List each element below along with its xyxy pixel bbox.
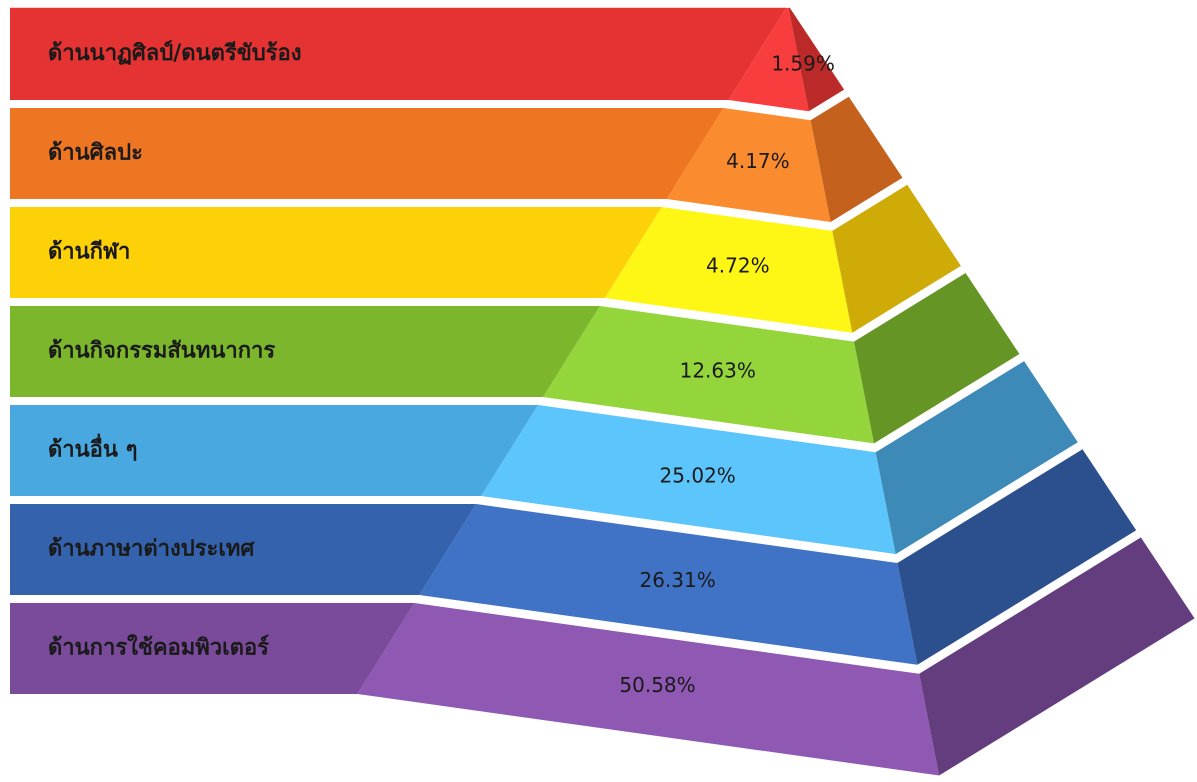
layer-side xyxy=(788,7,845,112)
value-label: 4.17% xyxy=(726,149,790,173)
category-label: ด้านการใช้คอมพิวเตอร์ xyxy=(48,634,269,661)
layer-face xyxy=(604,207,853,333)
banner xyxy=(10,405,539,496)
banner xyxy=(10,603,415,694)
value-label: 25.02% xyxy=(660,463,736,487)
layer-face xyxy=(419,504,918,665)
layer-face xyxy=(728,7,809,112)
layer-face xyxy=(543,306,874,444)
layer-face xyxy=(666,108,831,222)
layer-side xyxy=(875,361,1078,555)
banner xyxy=(10,108,724,199)
layer-side xyxy=(854,273,1020,444)
layer-face xyxy=(481,405,896,555)
value-label: 4.72% xyxy=(706,254,770,278)
category-label: ด้านนาฏศิลป์/ดนตรีขับร้อง xyxy=(48,40,302,66)
value-label: 50.58% xyxy=(619,673,695,697)
layer-side xyxy=(810,96,903,222)
value-label: 1.59% xyxy=(771,51,835,75)
banner xyxy=(10,504,477,595)
value-label: 26.31% xyxy=(639,568,715,592)
banner xyxy=(10,207,662,298)
category-label: ด้านภาษาต่างประเทศ xyxy=(48,537,255,562)
category-label: ด้านกิจกรรมสันทนาการ xyxy=(48,339,275,364)
value-label: 12.63% xyxy=(680,359,756,383)
layer-side xyxy=(832,184,961,333)
banner xyxy=(10,306,600,397)
layer-side xyxy=(897,449,1137,665)
category-label: ด้านกีฬา xyxy=(48,240,130,265)
category-label: ด้านอื่น ๆ xyxy=(48,433,137,463)
layer-face xyxy=(357,603,940,776)
category-label: ด้านศิลปะ xyxy=(48,141,143,166)
layer-side xyxy=(919,537,1195,776)
banner xyxy=(10,7,787,100)
